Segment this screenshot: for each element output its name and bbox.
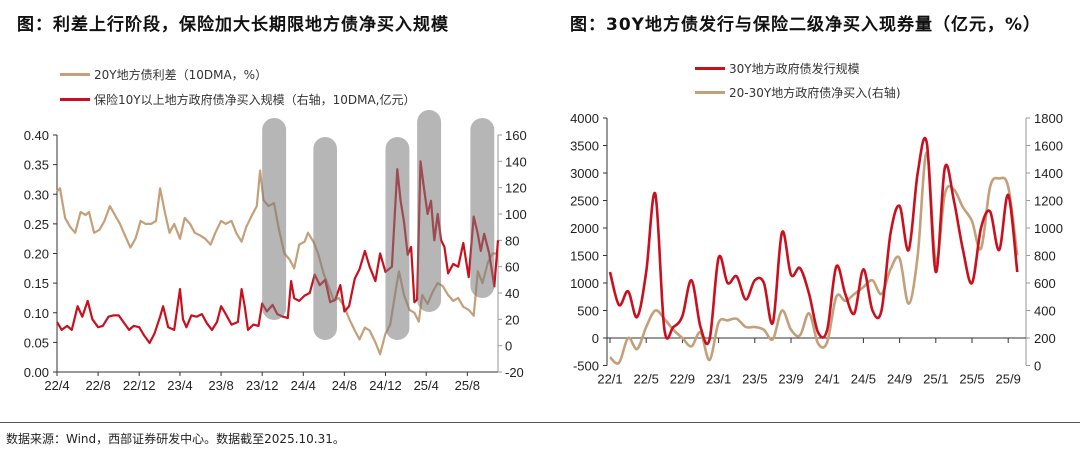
legend-item-issuance: 30Y地方政府债发行规模 (695, 60, 860, 77)
highlight-period-bar (417, 110, 442, 312)
x-tick-label: 23/5 (742, 372, 767, 387)
highlight-period-bar (313, 137, 337, 340)
x-tick-label: 23/9 (778, 372, 803, 387)
y-tick-label: 1000 (570, 276, 599, 291)
y2-tick-label: 160 (505, 128, 527, 143)
y2-tick-label: 400 (1034, 304, 1056, 319)
x-tick-label: 25/5 (959, 372, 984, 387)
issuance-line (608, 136, 1019, 346)
legend-item-buy: 保险10Y以上地方政府债净买入规模（右轴，10DMA,亿元） (60, 91, 416, 108)
x-tick-label: 24/4 (291, 378, 316, 393)
x-tick-label: 25/1 (923, 372, 948, 387)
left-chart-title: 图：利差上行阶段，保险加大长期限地方债净买入规模 (17, 15, 449, 35)
y-tick-label: 4000 (570, 111, 599, 126)
y2-tick-label: 1400 (1034, 166, 1063, 181)
legend-swatch-buy (60, 98, 90, 101)
y-tick-label: 0.10 (24, 306, 49, 321)
y2-tick-label: 800 (1034, 249, 1056, 264)
right-chart-title: 图：30Y地方债发行与保险二级净买入现券量（亿元，%） (570, 15, 1041, 35)
y2-tick-label: 1200 (1034, 194, 1063, 209)
x-tick-label: 23/4 (167, 378, 192, 393)
highlight-period-bar (385, 137, 410, 340)
y2-tick-label: 1800 (1034, 111, 1063, 126)
highlight-period-bar (470, 118, 495, 298)
y2-tick-label: 40 (505, 286, 519, 301)
y-tick-label: 0 (592, 331, 599, 346)
legend-label: 保险10Y以上地方政府债净买入规模（右轴，10DMA,亿元） (94, 93, 416, 107)
y2-tick-label: 60 (505, 260, 519, 275)
footer-divider (0, 422, 1080, 423)
legend-label: 20-30Y地方政府债净买入(右轴) (729, 86, 901, 100)
x-tick-label: 23/12 (246, 378, 279, 393)
legend-item-netbuy: 20-30Y地方政府债净买入(右轴) (695, 84, 901, 101)
x-tick-label: 22/12 (123, 378, 156, 393)
y2-tick-label: 80 (505, 233, 519, 248)
legend-swatch-issuance (695, 67, 725, 70)
y-tick-label: 0.25 (24, 217, 49, 232)
highlight-period-bar (262, 118, 287, 320)
x-tick-label: 22/1 (597, 372, 622, 387)
net-buy-line (609, 151, 1019, 365)
y-tick-label: 0.35 (24, 158, 49, 173)
legend-label: 30Y地方政府债发行规模 (729, 62, 860, 76)
y-tick-label: 3500 (570, 139, 599, 154)
y-tick-label: 0.40 (24, 128, 49, 143)
y2-tick-label: 600 (1034, 276, 1056, 291)
y2-tick-label: 100 (505, 207, 527, 222)
x-tick-label: 22/4 (44, 378, 69, 393)
y2-tick-label: 140 (505, 154, 527, 169)
y2-tick-label: 0 (1034, 359, 1041, 374)
y2-tick-label: 200 (1034, 331, 1056, 346)
y-tick-label: 0.05 (24, 335, 49, 350)
x-tick-label: 25/8 (455, 378, 480, 393)
y-tick-label: 500 (577, 304, 599, 319)
x-tick-label: 24/9 (887, 372, 912, 387)
source-note: 数据来源：Wind，西部证券研发中心。数据截至2025.10.31。 (6, 432, 345, 446)
legend-swatch-spread (60, 73, 90, 76)
x-tick-label: 22/8 (85, 378, 110, 393)
legend-swatch-netbuy (695, 91, 725, 94)
y2-tick-label: 1000 (1034, 221, 1063, 236)
x-tick-label: 23/8 (208, 378, 233, 393)
y2-tick-label: 20 (505, 312, 519, 327)
x-tick-label: 25/9 (996, 372, 1021, 387)
legend-item-spread: 20Y地方债利差（10DMA，%） (60, 66, 267, 83)
y-tick-label: 2000 (570, 221, 599, 236)
y2-tick-label: 1600 (1034, 139, 1063, 154)
x-tick-label: 24/12 (369, 378, 402, 393)
y2-tick-label: 0 (505, 339, 512, 354)
x-tick-label: 25/4 (414, 378, 439, 393)
x-tick-label: 24/1 (815, 372, 840, 387)
y-tick-label: 0.20 (24, 247, 49, 262)
x-tick-label: 24/8 (332, 378, 357, 393)
y-tick-label: 0.00 (24, 365, 49, 380)
y-tick-label: 0.15 (24, 276, 49, 291)
y2-tick-label: -20 (505, 365, 524, 380)
y-tick-label: -500 (573, 359, 599, 374)
y-tick-label: 3000 (570, 166, 599, 181)
x-tick-label: 23/1 (706, 372, 731, 387)
x-tick-label: 24/5 (851, 372, 876, 387)
x-tick-label: 22/5 (634, 372, 659, 387)
x-tick-label: 22/9 (670, 372, 695, 387)
y-tick-label: 2500 (570, 194, 599, 209)
y2-tick-label: 120 (505, 181, 527, 196)
y-tick-label: 1500 (570, 249, 599, 264)
legend-label: 20Y地方债利差（10DMA，%） (94, 68, 268, 82)
y-tick-label: 0.30 (24, 187, 49, 202)
